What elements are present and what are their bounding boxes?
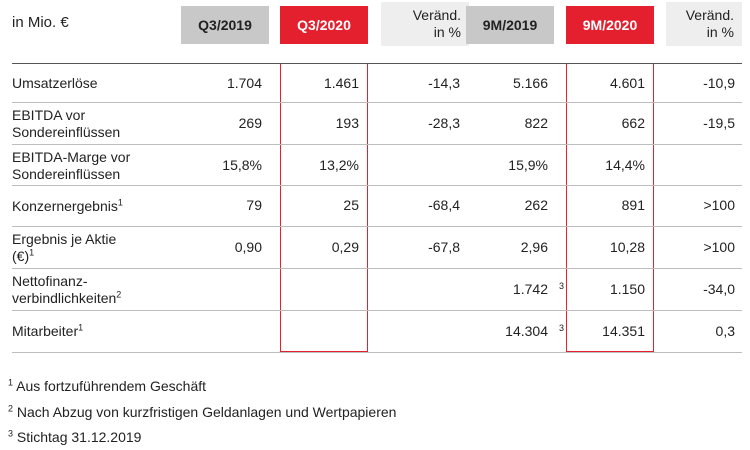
row-divider [12, 102, 742, 103]
footnote-ref: 1 [78, 322, 84, 333]
row-label-line1: Nettofinanz- [12, 273, 88, 289]
footnote-text: Nach Abzug von kurzfristigen Geldanlagen… [16, 404, 397, 420]
value-cell: >100 [703, 197, 735, 213]
footnote-text: Aus fortzuführendem Geschäft [16, 378, 207, 394]
row-divider [12, 144, 742, 145]
value-cell: -10,9 [703, 75, 735, 91]
value-cell: 822 [524, 115, 548, 131]
footnote-ref: 2 [116, 289, 122, 300]
row-label: EBITDA vor Sondereinflüssen [12, 107, 120, 141]
row-divider [12, 185, 742, 186]
footnote: 3 Stichtag 31.12.2019 [8, 429, 141, 445]
value-cell: 5.166 [512, 75, 548, 91]
value-cell: 10,28 [609, 239, 645, 255]
value-cell: 79 [246, 197, 262, 213]
footnote: 2 Nach Abzug von kurzfristigen Geldanlag… [8, 404, 396, 420]
row-label-line1: Ergebnis je Aktie [12, 231, 117, 247]
footnote-ref: 1 [29, 247, 35, 258]
value-cell: 2,96 [520, 239, 548, 255]
value-cell: 1.150 [609, 281, 645, 297]
row-label-text: Konzernergebnis [12, 198, 118, 214]
header-q3-2020: Q3/2020 [280, 6, 368, 44]
value-cell: 1.742 [512, 281, 548, 297]
value-cell: -14,3 [428, 75, 460, 91]
row-label-line2: (€) [12, 248, 30, 264]
row-label-line2: Sondereinflüssen [12, 166, 121, 182]
row-label: Mitarbeiter1 [12, 323, 83, 340]
header-9m-2020: 9M/2020 [566, 6, 654, 44]
value-cell: 0,90 [234, 239, 262, 255]
value-cell: 193 [335, 115, 359, 131]
value-cell: 269 [238, 115, 262, 131]
row-label: EBITDA-Marge vor Sondereinflüssen [12, 149, 130, 183]
value-cell: 13,2% [319, 157, 359, 173]
header-9m-2019: 9M/2019 [466, 6, 554, 44]
footnote-ref: 3 [559, 323, 565, 333]
header-change-quarter: Veränd. in % [381, 2, 469, 46]
header-q3-2019: Q3/2019 [181, 6, 269, 44]
row-divider [12, 310, 742, 311]
header-change-9m-line1: Veränd. [685, 7, 734, 23]
table-bottom-rule [12, 352, 742, 353]
footnote-ref: 3 [559, 281, 565, 291]
row-label-line2: verbindlichkeiten [12, 290, 117, 306]
footnote-number: 2 [8, 403, 14, 414]
value-cell: 262 [524, 197, 548, 213]
value-cell: -28,3 [428, 115, 460, 131]
value-cell: -19,5 [703, 115, 735, 131]
value-cell: 15,9% [508, 157, 548, 173]
row-label: Ergebnis je Aktie (€)1 [12, 231, 116, 265]
header-change-9m-line2: in % [706, 24, 734, 40]
value-cell: 14,4% [605, 157, 645, 173]
value-cell: -34,0 [703, 281, 735, 297]
row-label-text: Mitarbeiter [12, 323, 79, 339]
table-top-rule [12, 63, 742, 64]
9m-2020-column-outline [566, 63, 654, 352]
header-change-quarter-line2: in % [433, 24, 461, 40]
row-label: Konzernergebnis1 [12, 198, 123, 215]
value-cell: 15,8% [222, 157, 262, 173]
value-cell: -67,8 [428, 239, 460, 255]
value-cell: -68,4 [428, 197, 460, 213]
row-label-line1: EBITDA vor [12, 107, 86, 123]
value-cell: >100 [703, 239, 735, 255]
unit-label: in Mio. € [12, 14, 69, 31]
value-cell: 0,29 [331, 239, 359, 255]
q3-2020-column-outline [280, 63, 368, 352]
row-label-text: Umsatzerlöse [12, 75, 98, 91]
value-cell: 14.304 [505, 323, 548, 339]
row-divider [12, 268, 742, 269]
value-cell: 0,3 [715, 323, 735, 339]
row-divider [12, 226, 742, 227]
footnote: 1 Aus fortzuführendem Geschäft [8, 378, 206, 394]
row-label: Umsatzerlöse [12, 75, 98, 92]
value-cell: 891 [621, 197, 645, 213]
value-cell: 4.601 [609, 75, 645, 91]
value-cell: 14.351 [602, 323, 645, 339]
header-change-quarter-line1: Veränd. [412, 7, 461, 23]
header-q3-2020-label: Q3/2020 [297, 17, 351, 33]
header-9m-2020-label: 9M/2020 [582, 17, 638, 33]
value-cell: 1.461 [323, 75, 359, 91]
row-label-line1: EBITDA-Marge vor [12, 149, 131, 165]
value-cell: 662 [621, 115, 645, 131]
footnote-number: 3 [8, 428, 14, 439]
footnote-number: 1 [8, 377, 14, 388]
header-change-9m: Veränd. in % [666, 2, 742, 46]
row-label-line2: Sondereinflüssen [12, 124, 121, 140]
footnote-ref: 1 [117, 197, 123, 208]
footnote-text: Stichtag 31.12.2019 [16, 429, 142, 445]
header-9m-2019-label: 9M/2019 [482, 17, 538, 33]
value-cell: 25 [343, 197, 359, 213]
value-cell: 1.704 [226, 75, 262, 91]
header-q3-2019-label: Q3/2019 [198, 17, 252, 33]
row-label: Nettofinanz-verbindlichkeiten2 [12, 273, 121, 307]
